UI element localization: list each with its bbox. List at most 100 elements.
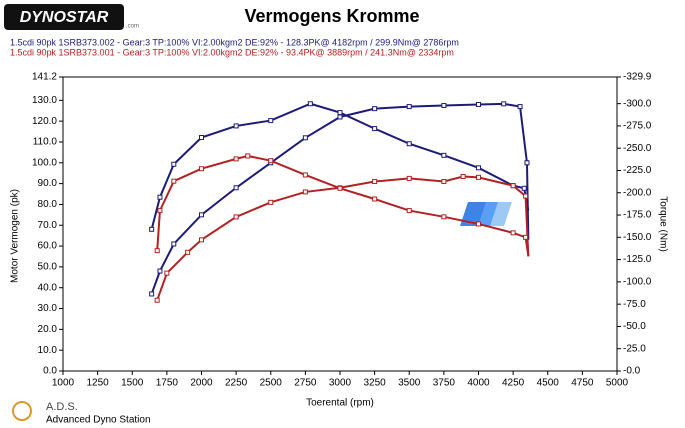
point-marker bbox=[476, 174, 481, 180]
y-tick-label: 20.0 bbox=[38, 324, 58, 335]
y2-tick-label: -275.0 bbox=[623, 121, 652, 132]
y-tick-label: 40.0 bbox=[38, 282, 58, 293]
footer-subtitle: Advanced Dyno Station bbox=[46, 415, 151, 426]
x-tick-label: 2500 bbox=[260, 378, 283, 389]
point-marker bbox=[154, 297, 160, 303]
point-marker bbox=[245, 153, 251, 159]
point-marker bbox=[524, 160, 530, 166]
series-line bbox=[150, 102, 530, 295]
point-marker bbox=[441, 103, 447, 109]
y-tick-label: 120.0 bbox=[32, 116, 57, 127]
y-tick-label: 60.0 bbox=[38, 241, 58, 252]
point-marker bbox=[233, 156, 239, 162]
point-marker bbox=[521, 185, 527, 191]
footer-title: A.D.S. bbox=[46, 401, 78, 413]
y2-tick-label: -150.0 bbox=[623, 232, 652, 243]
x-tick-label: 1250 bbox=[87, 378, 110, 389]
y2-tick-label: -329.9 bbox=[623, 72, 652, 83]
point-marker bbox=[307, 101, 313, 107]
point-marker bbox=[185, 249, 191, 255]
y-tick-label: 30.0 bbox=[38, 303, 58, 314]
watermark bbox=[460, 202, 512, 226]
point-marker bbox=[441, 179, 447, 185]
point-marker bbox=[199, 212, 204, 218]
logo-suffix: .com bbox=[126, 24, 139, 30]
y-tick-label: 10.0 bbox=[38, 345, 58, 356]
point-marker bbox=[199, 237, 204, 243]
y-tick-label: 100.0 bbox=[32, 157, 57, 168]
y-tick-label: 80.0 bbox=[38, 199, 58, 210]
y2-tick-label: -125.0 bbox=[623, 254, 652, 265]
chart-title: Vermogens Kromme bbox=[244, 6, 419, 26]
x-tick-label: 1750 bbox=[156, 378, 179, 389]
point-marker bbox=[302, 172, 308, 178]
point-marker bbox=[510, 183, 516, 189]
point-marker bbox=[523, 193, 529, 199]
point-marker bbox=[171, 178, 177, 184]
x-tick-label: 3250 bbox=[364, 378, 387, 389]
x-tick-label: 3750 bbox=[433, 378, 456, 389]
point-marker bbox=[302, 189, 308, 195]
y2-tick-label: -0.0 bbox=[623, 366, 641, 377]
point-marker bbox=[476, 101, 481, 107]
point-marker bbox=[337, 110, 343, 116]
point-marker bbox=[476, 165, 481, 171]
point-marker bbox=[157, 208, 163, 214]
point-marker bbox=[233, 185, 239, 191]
x-tick-label: 4500 bbox=[537, 378, 560, 389]
x-tick-label: 4250 bbox=[502, 378, 525, 389]
point-marker bbox=[523, 234, 529, 240]
series-line bbox=[156, 154, 530, 257]
point-marker bbox=[460, 174, 466, 180]
point-marker bbox=[171, 161, 177, 167]
point-marker bbox=[171, 241, 177, 247]
series-line bbox=[156, 175, 530, 301]
x-tick-label: 2750 bbox=[294, 378, 317, 389]
point-marker bbox=[406, 175, 412, 181]
point-marker bbox=[157, 268, 163, 274]
plot-area bbox=[62, 76, 618, 372]
point-marker bbox=[149, 291, 155, 297]
y2-tick-label: -175.0 bbox=[623, 210, 652, 221]
logo-box bbox=[4, 4, 124, 30]
point-marker bbox=[302, 135, 308, 141]
y-tick-label: 130.0 bbox=[32, 95, 57, 106]
y2-tick-label: -225.0 bbox=[623, 165, 652, 176]
point-marker bbox=[441, 214, 447, 220]
point-marker bbox=[337, 114, 343, 120]
y2-tick-label: -200.0 bbox=[623, 187, 652, 198]
y2-tick-label: -300.0 bbox=[623, 98, 652, 109]
x-tick-label: 1000 bbox=[52, 378, 75, 389]
x-tick-label: 3000 bbox=[329, 378, 352, 389]
y-tick-label: 50.0 bbox=[38, 262, 58, 273]
legend-entry: 1.5cdi 90pk 1SRB373.002 - Gear:3 TP:100%… bbox=[10, 37, 459, 47]
y2-tick-label: -100.0 bbox=[623, 277, 652, 288]
point-marker bbox=[406, 141, 412, 147]
point-marker bbox=[268, 118, 274, 124]
point-marker bbox=[164, 270, 170, 276]
point-marker bbox=[233, 123, 239, 129]
point-marker bbox=[337, 185, 343, 191]
x-tick-label: 1500 bbox=[121, 378, 144, 389]
point-marker bbox=[268, 199, 274, 205]
point-marker bbox=[372, 196, 378, 202]
point-marker bbox=[406, 208, 412, 214]
x-tick-label: 4000 bbox=[467, 378, 490, 389]
logo: DYNOSTAR bbox=[20, 9, 109, 26]
point-marker bbox=[372, 126, 378, 132]
point-marker bbox=[476, 221, 481, 227]
point-marker bbox=[268, 158, 274, 164]
point-marker bbox=[372, 106, 378, 112]
y2-tick-label: -250.0 bbox=[623, 143, 652, 154]
point-marker bbox=[233, 214, 239, 220]
legend-entry: 1.5cdi 90pk 1SRB373.001 - Gear:3 TP:100%… bbox=[10, 47, 454, 57]
footer-icon bbox=[12, 401, 32, 421]
point-marker bbox=[149, 226, 155, 232]
y-tick-label: 141.2 bbox=[32, 72, 57, 83]
point-marker bbox=[517, 104, 523, 110]
y2-axis-title: Torque (Nm) bbox=[657, 196, 668, 252]
point-marker bbox=[154, 248, 160, 254]
y-tick-label: 0.0 bbox=[43, 366, 57, 377]
y2-tick-label: -75.0 bbox=[623, 299, 646, 310]
